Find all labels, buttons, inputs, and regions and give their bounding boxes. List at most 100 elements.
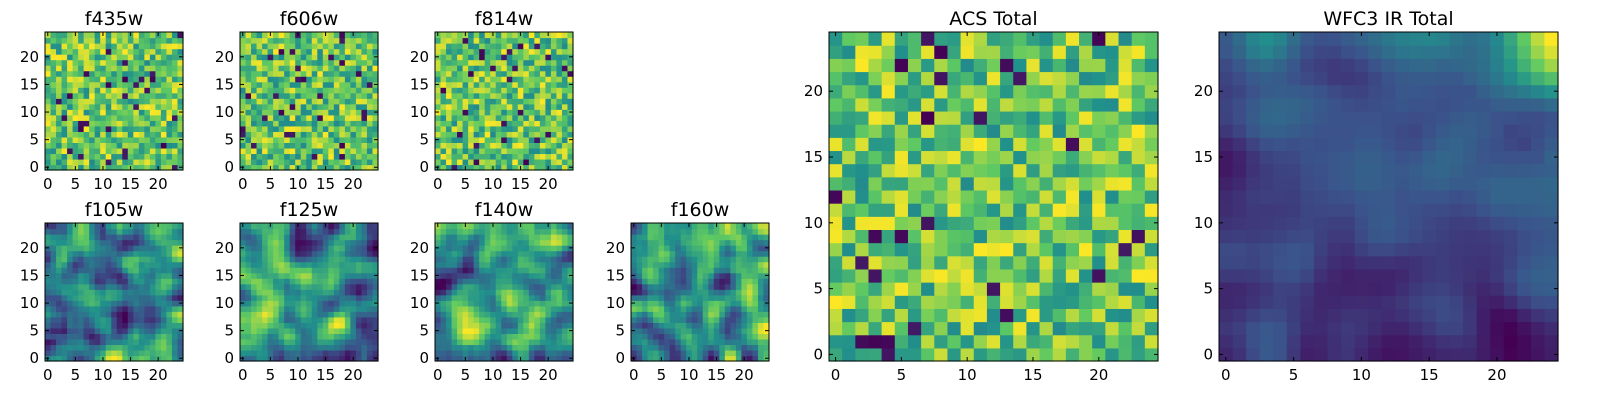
heatmap-cell — [567, 349, 574, 357]
heatmap-cell — [262, 98, 269, 105]
heatmap-cell — [702, 256, 709, 263]
heatmap-cell — [355, 228, 363, 235]
heatmap-cell — [495, 142, 502, 149]
heatmap-cell — [512, 223, 519, 230]
heatmap-cell — [295, 316, 302, 323]
heatmap-cell — [534, 311, 541, 318]
heatmap-cell — [517, 305, 524, 312]
heatmap-cell — [83, 239, 90, 246]
heatmap-cell — [177, 48, 184, 55]
heatmap-cell — [746, 245, 754, 252]
heatmap-cell — [256, 114, 263, 121]
heatmap-cell — [534, 344, 541, 351]
heatmap-cell — [550, 338, 558, 346]
heatmap-cell — [311, 87, 318, 94]
heatmap-cell — [116, 131, 123, 138]
heatmap-cell — [664, 245, 671, 252]
heatmap-cell — [366, 338, 374, 346]
heatmap-cell — [328, 87, 335, 94]
heatmap-cell — [697, 223, 704, 230]
heatmap-cell — [361, 349, 368, 357]
heatmap-cell — [757, 355, 765, 362]
heatmap-cell — [631, 338, 638, 346]
heatmap-cell — [322, 136, 329, 143]
heatmap-cell — [300, 37, 307, 44]
heatmap-cell — [545, 37, 552, 44]
heatmap-cell — [523, 147, 530, 155]
heatmap-cell — [311, 43, 318, 50]
heatmap-cell — [251, 245, 258, 252]
heatmap-cell — [468, 54, 475, 61]
heatmap-cell — [171, 76, 179, 83]
heatmap-cell — [658, 234, 665, 241]
heatmap-cell — [550, 245, 558, 252]
heatmap-cell — [686, 283, 693, 290]
heatmap-cell — [501, 239, 508, 246]
heatmap-cell — [339, 338, 346, 346]
heatmap-cell — [534, 120, 541, 127]
heatmap-cell — [149, 294, 156, 301]
heatmap-cell — [484, 322, 491, 329]
heatmap-cell — [251, 267, 258, 274]
heatmap-cell — [289, 164, 296, 171]
heatmap-cell — [440, 333, 447, 340]
heatmap-cell — [1052, 229, 1067, 244]
heatmap-cell — [986, 163, 1001, 178]
heatmap-cell — [735, 261, 742, 268]
heatmap-cell — [89, 114, 96, 121]
heatmap-cell — [138, 283, 145, 290]
heatmap-cell — [138, 164, 145, 171]
heatmap-cell — [89, 131, 96, 138]
heatmap-cell — [556, 349, 563, 357]
heatmap-cell — [479, 54, 486, 61]
heatmap-cell — [495, 92, 502, 99]
heatmap-cell — [78, 103, 85, 110]
heatmap-cell — [523, 228, 530, 235]
heatmap-cell — [1118, 295, 1133, 309]
heatmap-cell — [947, 203, 962, 217]
heatmap-cell — [451, 283, 458, 290]
heatmap-cell — [245, 98, 252, 105]
heatmap-cell — [344, 164, 351, 171]
heatmap-cell — [322, 322, 329, 329]
heatmap-cell — [127, 272, 134, 279]
heatmap-cell — [829, 282, 843, 296]
heatmap-cell — [550, 98, 558, 105]
heatmap-cell — [67, 283, 74, 290]
heatmap-cell — [534, 43, 541, 50]
heatmap-cell — [479, 239, 486, 246]
heatmap-cell — [451, 37, 458, 44]
heatmap-cell — [686, 333, 693, 340]
heatmap-cell — [647, 272, 654, 279]
heatmap-cell — [166, 76, 173, 83]
heatmap-cell — [724, 267, 731, 274]
heatmap-cell — [333, 153, 340, 160]
heatmap-cell — [642, 316, 649, 323]
heatmap-cell — [317, 37, 324, 44]
heatmap-cell — [116, 223, 123, 230]
heatmap-cell — [166, 261, 173, 268]
heatmap-cell — [240, 92, 247, 99]
heatmap-cell — [708, 349, 715, 357]
heatmap-cell — [934, 216, 949, 230]
heatmap-cell — [94, 48, 101, 55]
heatmap-cell — [730, 234, 737, 241]
heatmap-cell — [868, 321, 883, 336]
heatmap-cell — [355, 81, 363, 88]
heatmap-cell — [328, 65, 335, 72]
heatmap-cell — [366, 267, 374, 274]
heatmap-cell — [868, 334, 883, 349]
heatmap-cell — [713, 245, 720, 252]
heatmap-cell — [262, 92, 269, 99]
heatmap-cell — [245, 234, 252, 241]
heatmap-cell — [763, 289, 770, 296]
heatmap-cell — [306, 114, 313, 121]
heatmap-cell — [344, 70, 351, 77]
heatmap-cell — [517, 261, 524, 268]
heatmap-cell — [166, 81, 173, 88]
heatmap-cell — [506, 355, 513, 362]
heatmap-cell — [94, 109, 101, 116]
heatmap-cell — [556, 54, 563, 61]
heatmap-cell — [473, 158, 480, 166]
